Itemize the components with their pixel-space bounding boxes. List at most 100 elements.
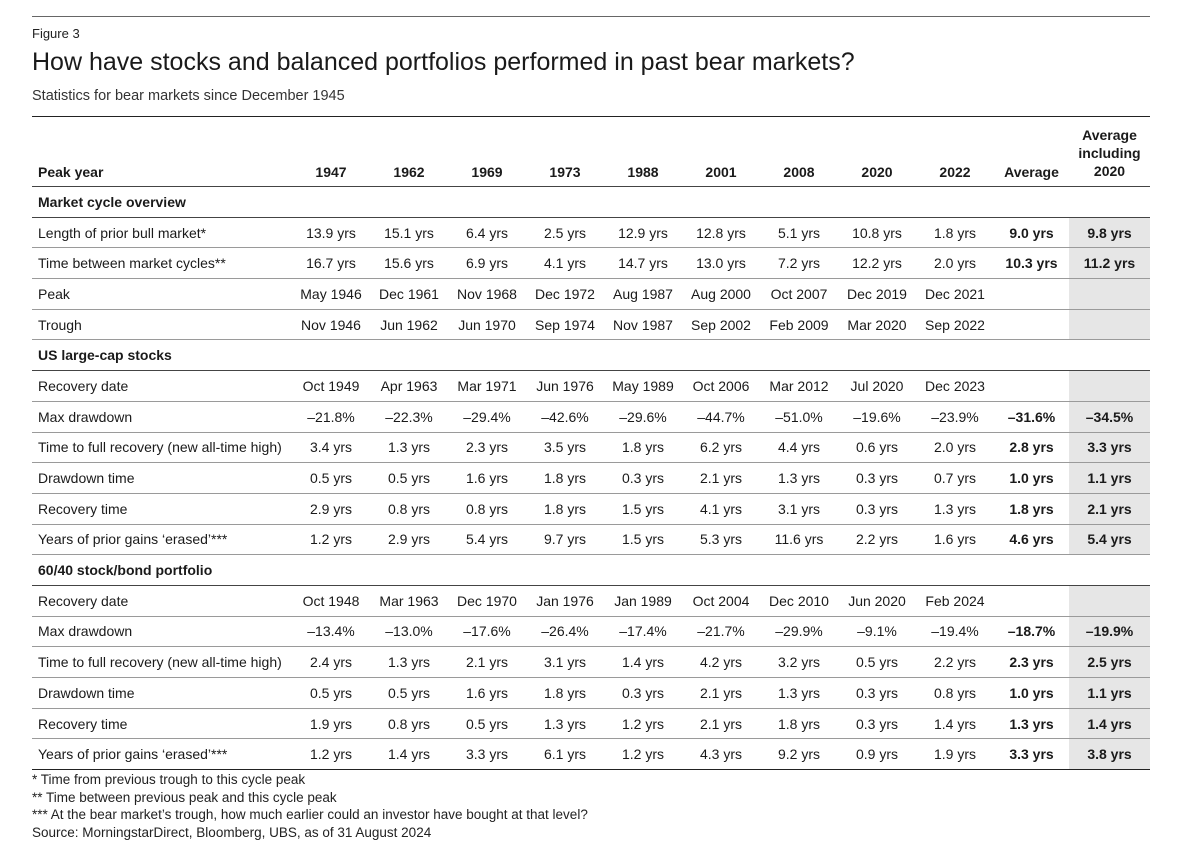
table-cell: Nov 1946 bbox=[292, 309, 370, 341]
table-cell: Mar 2012 bbox=[760, 370, 838, 402]
table-cell: 3.5 yrs bbox=[526, 432, 604, 464]
table-cell: 15.1 yrs bbox=[370, 217, 448, 249]
table-cell: –42.6% bbox=[526, 401, 604, 433]
table-cell: 12.8 yrs bbox=[682, 217, 760, 249]
table-cell: Oct 2004 bbox=[682, 585, 760, 617]
table-cell: –13.4% bbox=[292, 616, 370, 648]
table-row: Drawdown time 0.5 yrs 0.5 yrs 1.6 yrs 1.8 yr… bbox=[32, 462, 1150, 494]
table-cell: 4.4 yrs bbox=[760, 432, 838, 464]
table-cell: 0.6 yrs bbox=[838, 432, 916, 464]
table-cell: 1.6 yrs bbox=[448, 462, 526, 494]
table-cell: 0.3 yrs bbox=[838, 493, 916, 525]
table-cell: Jan 1976 bbox=[526, 585, 604, 617]
row-label: Recovery date bbox=[32, 370, 292, 402]
table-row: Trough Nov 1946 Jun 1962 Jun 1970 Sep 1974 No… bbox=[32, 309, 1150, 341]
table-cell: –21.7% bbox=[682, 616, 760, 648]
table-cell: 1.3 yrs bbox=[760, 462, 838, 494]
table-cell: 2.9 yrs bbox=[292, 493, 370, 525]
table-cell: 2.1 yrs bbox=[682, 708, 760, 740]
table-cell: 0.5 yrs bbox=[292, 677, 370, 709]
row-label: Peak bbox=[32, 278, 292, 310]
table-cell: Jul 2020 bbox=[838, 370, 916, 402]
table-cell: 1.6 yrs bbox=[448, 677, 526, 709]
row-label: Recovery date bbox=[32, 585, 292, 617]
table-cell: Dec 2010 bbox=[760, 585, 838, 617]
table-row: Years of prior gains ‘erased’*** 1.2 yrs 2… bbox=[32, 524, 1150, 556]
table-cell: Oct 2006 bbox=[682, 370, 760, 402]
table-row: Years of prior gains ‘erased’*** 1.2 yrs 1… bbox=[32, 738, 1150, 771]
footnote: ** Time between previous peak and this c… bbox=[32, 789, 337, 805]
section-header-row: Market cycle overview bbox=[32, 186, 1150, 218]
table-cell: Sep 2022 bbox=[916, 309, 994, 341]
average-cell: 1.0 yrs bbox=[994, 462, 1069, 494]
row-label: Max drawdown bbox=[32, 616, 292, 648]
section-average-spacer bbox=[1069, 339, 1150, 372]
table-cell: 6.4 yrs bbox=[448, 217, 526, 249]
table-cell: Dec 1961 bbox=[370, 278, 448, 310]
table-row: Max drawdown –21.8% –22.3% –29.4% –42.6% –29.… bbox=[32, 401, 1150, 433]
table-cell: 0.3 yrs bbox=[838, 677, 916, 709]
section-title: Market cycle overview bbox=[32, 186, 1069, 218]
section-average-spacer bbox=[1069, 186, 1150, 218]
table-cell: –29.9% bbox=[760, 616, 838, 648]
table-cell: –9.1% bbox=[838, 616, 916, 648]
table-cell: 3.2 yrs bbox=[760, 646, 838, 678]
table-row: Time to full recovery (new all-time high… bbox=[32, 646, 1150, 678]
table-cell: 12.2 yrs bbox=[838, 247, 916, 280]
table-cell: 10.8 yrs bbox=[838, 217, 916, 249]
row-label: Time between market cycles** bbox=[32, 247, 292, 280]
table-cell: Sep 2002 bbox=[682, 309, 760, 341]
table-cell: May 1989 bbox=[604, 370, 682, 402]
table-row: Recovery time 1.9 yrs 0.8 yrs 0.5 yrs 1.3 yr… bbox=[32, 708, 1150, 740]
average-including-2020-cell: 11.2 yrs bbox=[1069, 247, 1150, 280]
table-cell: 9.2 yrs bbox=[760, 738, 838, 771]
footnotes: * Time from previous trough to this cycl… bbox=[32, 771, 588, 841]
footnote: *** At the bear market’s trough, how muc… bbox=[32, 807, 588, 822]
table-cell: Jun 1962 bbox=[370, 309, 448, 341]
table-cell: Mar 2020 bbox=[838, 309, 916, 341]
table-cell: Dec 2019 bbox=[838, 278, 916, 310]
table-row: Time to full recovery (new all-time high… bbox=[32, 432, 1150, 464]
table-cell: 1.3 yrs bbox=[526, 708, 604, 740]
table-cell: 4.1 yrs bbox=[682, 493, 760, 525]
average-cell: 3.3 yrs bbox=[994, 738, 1069, 771]
header-year: 2022 bbox=[916, 116, 994, 187]
average-cell: 9.0 yrs bbox=[994, 217, 1069, 249]
table-cell: 1.4 yrs bbox=[916, 708, 994, 740]
average-including-2020-cell: 1.1 yrs bbox=[1069, 677, 1150, 709]
table-cell: 1.5 yrs bbox=[604, 524, 682, 556]
table-cell: Mar 1971 bbox=[448, 370, 526, 402]
header-year: 1973 bbox=[526, 116, 604, 187]
table-cell: 4.3 yrs bbox=[682, 738, 760, 771]
header-year: 2020 bbox=[838, 116, 916, 187]
table-row: Recovery date Oct 1949 Apr 1963 Mar 1971 Jun… bbox=[32, 370, 1150, 402]
section-header-row: US large-cap stocks bbox=[32, 339, 1150, 372]
table-cell: –44.7% bbox=[682, 401, 760, 433]
table-cell: 1.8 yrs bbox=[526, 493, 604, 525]
table-row: Recovery date Oct 1948 Mar 1963 Dec 1970 Jan… bbox=[32, 585, 1150, 617]
table-cell: Mar 1963 bbox=[370, 585, 448, 617]
row-label: Years of prior gains ‘erased’*** bbox=[32, 738, 292, 771]
table-cell: 2.0 yrs bbox=[916, 432, 994, 464]
table-cell: 6.2 yrs bbox=[682, 432, 760, 464]
header-peak-year: Peak year bbox=[32, 116, 292, 187]
table-cell: 0.8 yrs bbox=[916, 677, 994, 709]
table-cell: 5.4 yrs bbox=[448, 524, 526, 556]
table-cell: –17.6% bbox=[448, 616, 526, 648]
table-cell: 0.3 yrs bbox=[838, 708, 916, 740]
table-row: Drawdown time 0.5 yrs 0.5 yrs 1.6 yrs 1.8 yr… bbox=[32, 677, 1150, 709]
top-rule bbox=[32, 16, 1150, 17]
table-cell: Nov 1987 bbox=[604, 309, 682, 341]
table-cell: 7.2 yrs bbox=[760, 247, 838, 280]
table-cell: 0.8 yrs bbox=[448, 493, 526, 525]
row-label: Recovery time bbox=[32, 493, 292, 525]
table-cell: 1.5 yrs bbox=[604, 493, 682, 525]
section-title: 60/40 stock/bond portfolio bbox=[32, 554, 1069, 586]
table-cell: May 1946 bbox=[292, 278, 370, 310]
table-cell: 0.7 yrs bbox=[916, 462, 994, 494]
table-cell: Dec 2021 bbox=[916, 278, 994, 310]
table-cell: Aug 2000 bbox=[682, 278, 760, 310]
table-cell: 1.6 yrs bbox=[916, 524, 994, 556]
table-cell: 12.9 yrs bbox=[604, 217, 682, 249]
table-cell: 0.3 yrs bbox=[604, 462, 682, 494]
